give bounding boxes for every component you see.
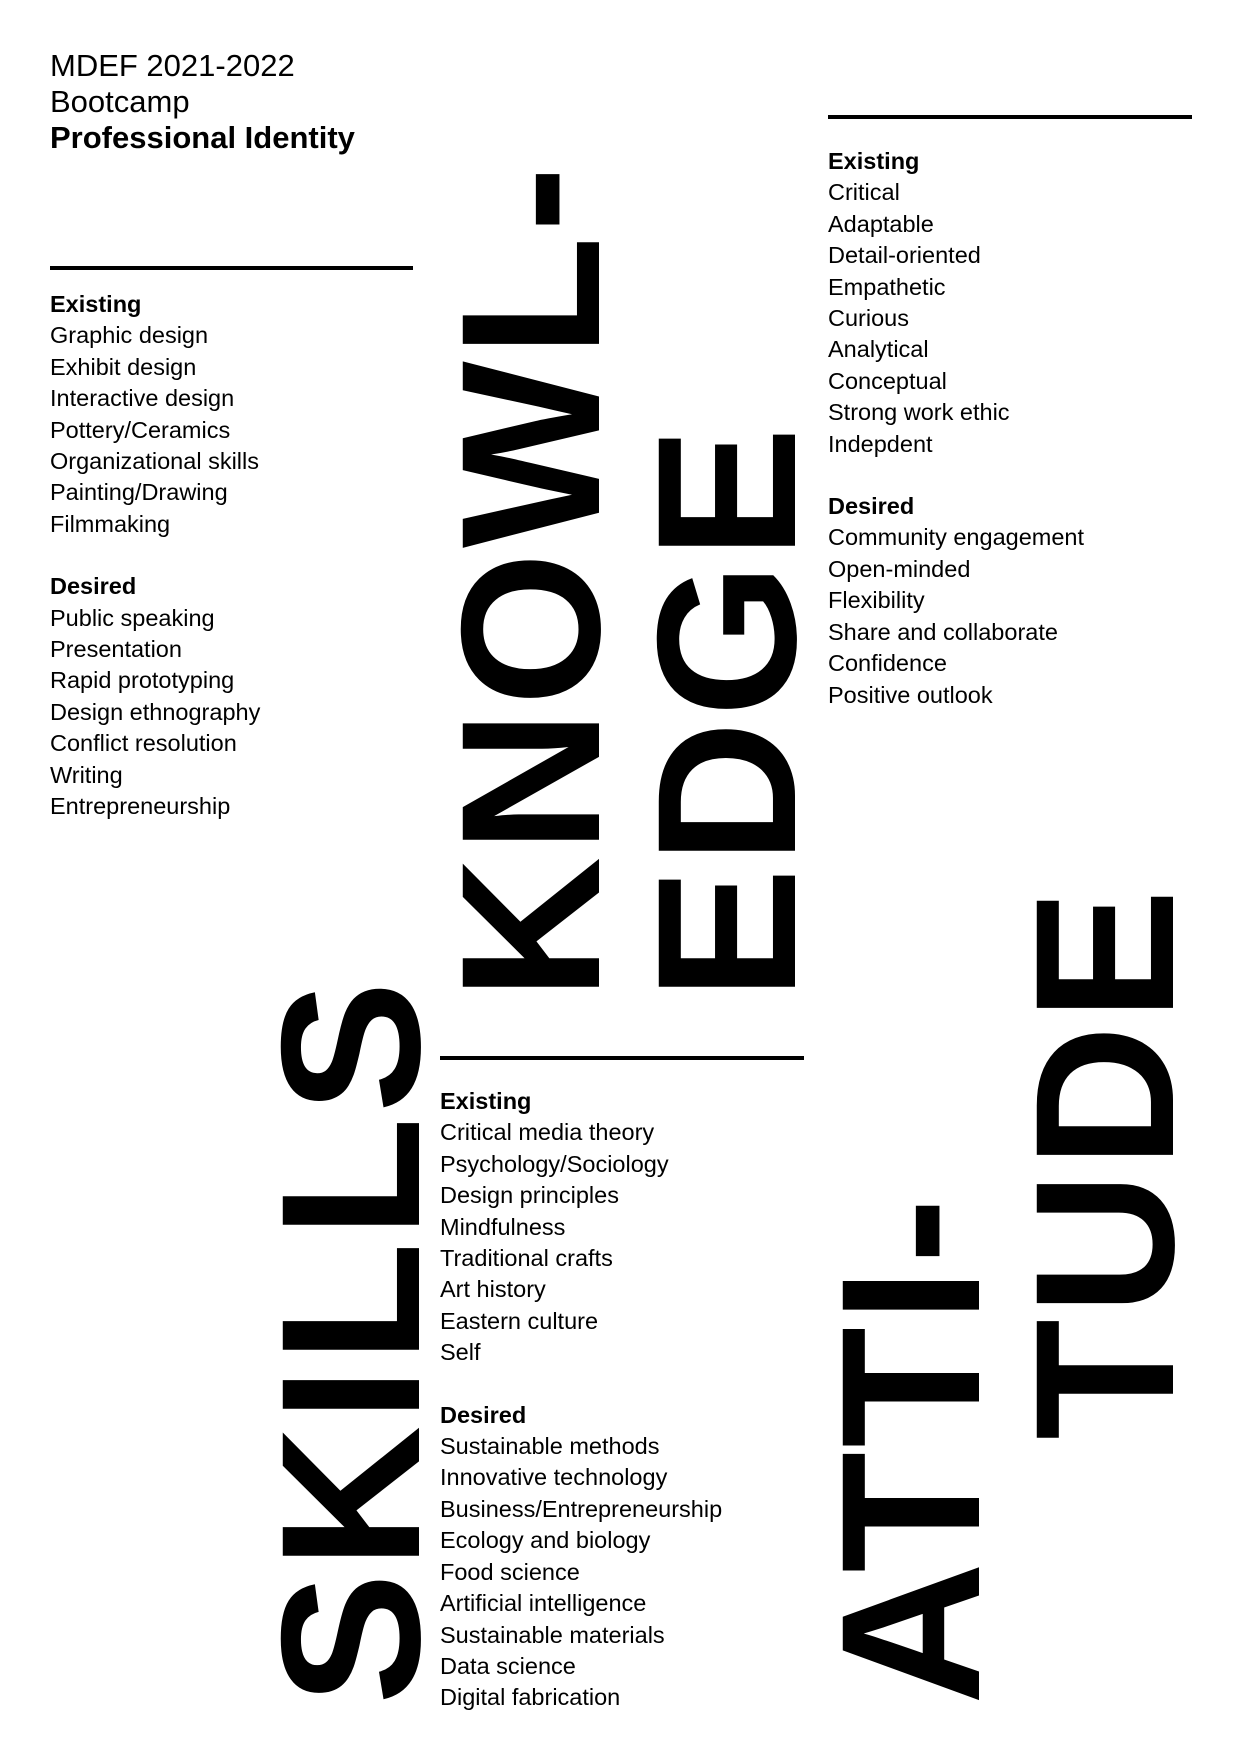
document-header: MDEF 2021-2022 Bootcamp Professional Ide… bbox=[50, 48, 355, 156]
knowledge-divider bbox=[440, 1056, 804, 1060]
list-item: Community engagement bbox=[828, 524, 1085, 551]
skills-desired-list: Public speaking Presentation Rapid prototy… bbox=[50, 603, 260, 823]
list-item: Indepdent bbox=[828, 430, 933, 457]
list-item: Strong work ethic bbox=[828, 399, 1010, 426]
list-item: Writing bbox=[50, 761, 123, 788]
skills-column: Existing Graphic design Exhibit design Int… bbox=[50, 289, 260, 823]
list-item: Interactive design bbox=[50, 385, 235, 412]
list-item: Share and collaborate bbox=[828, 618, 1058, 645]
knowledge-big-word-1: KNOWL- bbox=[420, 162, 641, 1000]
list-item: Entrepreneurship bbox=[50, 793, 231, 820]
program-title: MDEF 2021-2022 bbox=[50, 48, 295, 83]
attitude-column: Existing Critical Adaptable Detail-oriente… bbox=[828, 146, 1084, 711]
list-item: Analytical bbox=[828, 336, 929, 363]
bootcamp-label: Bootcamp bbox=[50, 84, 190, 119]
list-item: Eastern culture bbox=[440, 1307, 599, 1334]
attitude-big-word-2: TUDE bbox=[994, 885, 1215, 1440]
list-item: Detail-oriented bbox=[828, 242, 981, 269]
list-item: Mindfulness bbox=[440, 1213, 566, 1240]
list-item: Conflict resolution bbox=[50, 730, 237, 757]
attitude-divider bbox=[828, 115, 1192, 119]
list-item: Public speaking bbox=[50, 604, 215, 631]
attitude-big-word-1: ATTI- bbox=[800, 1193, 1021, 1705]
list-item: Ecology and biology bbox=[440, 1527, 651, 1554]
list-item: Psychology/Sociology bbox=[440, 1150, 669, 1177]
document-title: Professional Identity bbox=[50, 120, 355, 155]
attitude-existing-list: Critical Adaptable Detail-oriented Empathet… bbox=[828, 177, 1084, 460]
knowledge-big-word-2: EDGE bbox=[616, 422, 837, 1000]
list-item: Design principles bbox=[440, 1182, 619, 1209]
list-item: Conceptual bbox=[828, 367, 947, 394]
list-item: Rapid prototyping bbox=[50, 667, 235, 694]
list-item: Sustainable methods bbox=[440, 1433, 660, 1460]
list-item: Business/Entrepreneurship bbox=[440, 1495, 723, 1522]
list-item: Positive outlook bbox=[828, 681, 993, 708]
list-item: Art history bbox=[440, 1276, 546, 1303]
list-item: Food science bbox=[440, 1558, 580, 1585]
list-item: Confidence bbox=[828, 650, 947, 677]
list-item: Traditional crafts bbox=[440, 1245, 613, 1272]
skills-divider bbox=[50, 266, 413, 270]
list-item: Digital fabrication bbox=[440, 1684, 621, 1711]
knowledge-desired-list: Sustainable methods Innovative technology… bbox=[440, 1431, 722, 1714]
list-item: Critical bbox=[828, 179, 900, 206]
skills-existing-list: Graphic design Exhibit design Interactive … bbox=[50, 320, 260, 540]
skills-existing-heading: Existing bbox=[50, 291, 142, 317]
attitude-desired-list: Community engagement Open-minded Flexibili… bbox=[828, 522, 1084, 710]
list-item: Exhibit design bbox=[50, 353, 197, 380]
list-item: Sustainable materials bbox=[440, 1621, 665, 1648]
list-item: Innovative technology bbox=[440, 1464, 668, 1491]
list-item: Curious bbox=[828, 305, 909, 332]
skills-desired-heading: Desired bbox=[50, 573, 137, 600]
list-item: Painting/Drawing bbox=[50, 479, 228, 506]
attitude-existing-heading: Existing bbox=[828, 148, 920, 174]
knowledge-existing-heading: Existing bbox=[440, 1088, 532, 1114]
list-item: Critical media theory bbox=[440, 1119, 655, 1146]
list-item: Adaptable bbox=[828, 210, 934, 237]
list-item: Self bbox=[440, 1339, 481, 1366]
skills-big-word: SKILLS bbox=[240, 976, 461, 1705]
list-item: Empathetic bbox=[828, 273, 946, 300]
list-item: Filmmaking bbox=[50, 510, 171, 537]
list-item: Data science bbox=[440, 1652, 576, 1679]
list-item: Graphic design bbox=[50, 322, 209, 349]
knowledge-column: Existing Critical media theory Psychology… bbox=[440, 1086, 722, 1714]
knowledge-desired-heading: Desired bbox=[440, 1401, 527, 1428]
list-item: Open-minded bbox=[828, 555, 971, 582]
list-item: Presentation bbox=[50, 636, 182, 663]
list-item: Organizational skills bbox=[50, 448, 259, 475]
list-item: Flexibility bbox=[828, 587, 925, 614]
list-item: Design ethnography bbox=[50, 698, 261, 725]
attitude-desired-heading: Desired bbox=[828, 493, 915, 520]
knowledge-existing-list: Critical media theory Psychology/Sociolog… bbox=[440, 1117, 722, 1368]
list-item: Pottery/Ceramics bbox=[50, 416, 231, 443]
list-item: Artificial intelligence bbox=[440, 1590, 647, 1617]
